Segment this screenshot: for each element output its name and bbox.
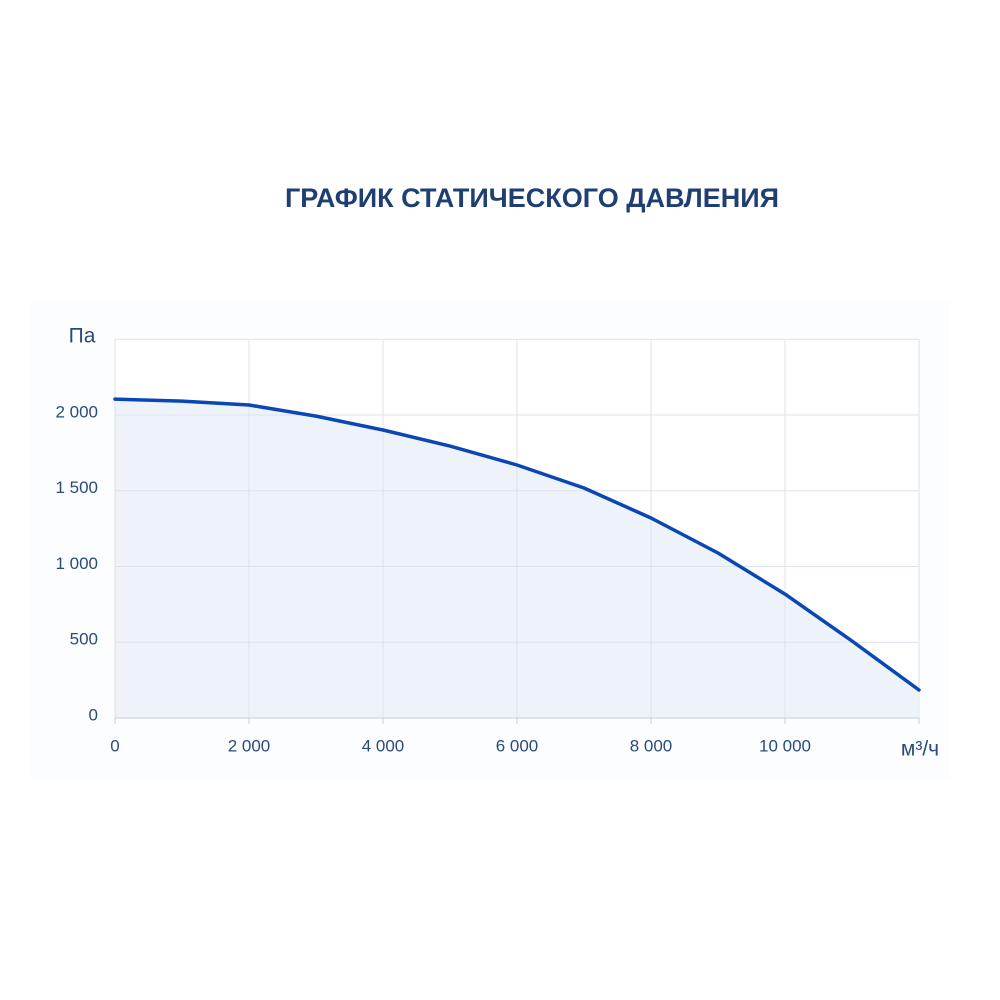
chart-title: ГРАФИК СТАТИЧЕСКОГО ДАВЛЕНИЯ — [285, 183, 779, 213]
x-tick-label: 2 000 — [228, 736, 271, 755]
x-axis-label: м³/ч — [901, 738, 939, 761]
y-tick-label: 0 — [89, 705, 98, 724]
y-tick-label: 1 000 — [55, 554, 98, 573]
x-tick-label: 6 000 — [496, 736, 539, 755]
x-tick-label: 0 — [110, 736, 119, 755]
y-tick-label: 500 — [70, 630, 98, 649]
x-tick-label: 4 000 — [362, 736, 405, 755]
y-tick-label: 2 000 — [55, 402, 98, 421]
y-axis-label: Па — [69, 325, 96, 348]
data-line — [113, 397, 921, 692]
x-tick-label: 10 000 — [759, 736, 811, 755]
y-tick-label: 1 500 — [55, 478, 98, 497]
x-tick-label: 8 000 — [630, 736, 673, 755]
